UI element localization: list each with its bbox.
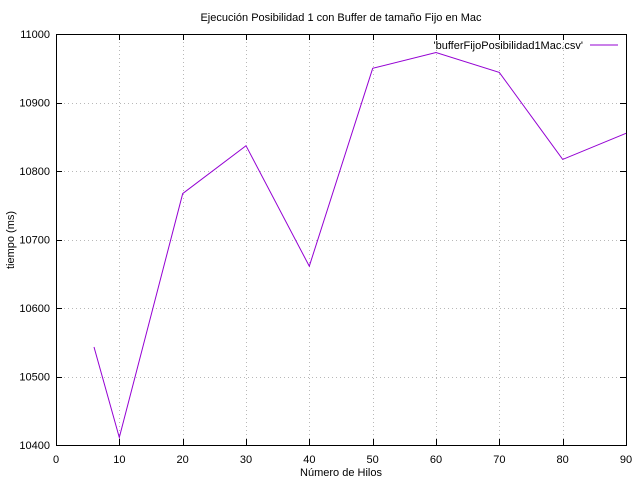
- y-tick-label: 10500: [19, 372, 50, 384]
- x-tick-label: 40: [303, 454, 315, 466]
- y-tick-label: 10900: [19, 98, 50, 110]
- x-tick-label: 20: [177, 454, 189, 466]
- y-tick-label: 10600: [19, 303, 50, 315]
- series-line: [93, 51, 627, 440]
- x-tick-label: 30: [240, 454, 252, 466]
- axis-ticks: [56, 34, 627, 446]
- chart-title: Ejecución Posibilidad 1 con Buffer de ta…: [200, 12, 482, 24]
- x-tick-label: 60: [430, 454, 442, 466]
- x-tick-label: 70: [493, 454, 505, 466]
- legend-label: 'bufferFijoPosibilidad1Mac.csv': [433, 40, 583, 52]
- y-tick-label: 10800: [19, 166, 50, 178]
- y-tick-label: 10700: [19, 235, 50, 247]
- x-tick-label: 80: [557, 454, 569, 466]
- tick-labels: 0 10 20 30 40 50 60 70 80 90 10400 10500 10600 10700 1…: [19, 29, 632, 466]
- x-tick-label: 50: [367, 454, 379, 466]
- x-tick-label: 90: [620, 454, 632, 466]
- grid: [56, 34, 626, 445]
- x-tick-label: 0: [53, 454, 59, 466]
- x-axis-label: Número de Hilos: [300, 467, 382, 479]
- x-tick-label: 10: [113, 454, 125, 466]
- y-tick-label: 10400: [19, 440, 50, 452]
- legend: 'bufferFijoPosibilidad1Mac.csv': [433, 40, 618, 52]
- y-tick-label: 11000: [20, 29, 50, 41]
- series-layer: [93, 51, 627, 440]
- y-axis-label: tiempo (ms): [5, 211, 17, 269]
